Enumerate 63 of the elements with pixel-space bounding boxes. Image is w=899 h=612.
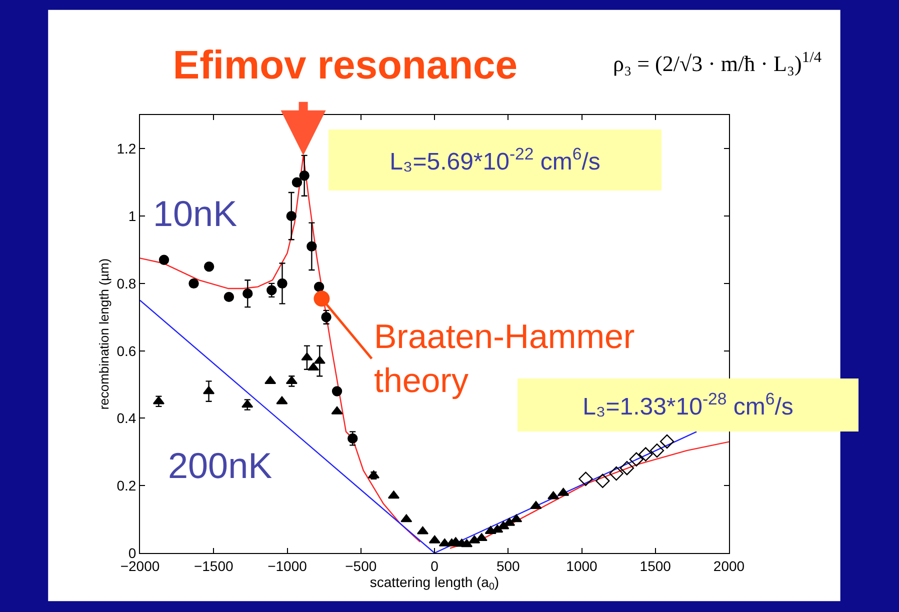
point xyxy=(158,254,170,265)
point xyxy=(530,501,542,510)
point xyxy=(242,400,254,408)
point xyxy=(314,356,326,364)
point xyxy=(308,362,320,371)
point xyxy=(548,491,560,500)
point xyxy=(578,472,593,486)
y-tick-label: 1 xyxy=(128,208,136,224)
point xyxy=(331,406,343,414)
x-tick-label: 500 xyxy=(496,558,520,574)
point xyxy=(468,535,480,544)
point xyxy=(650,443,664,458)
point xyxy=(558,488,570,496)
y-tick-label: 1.2 xyxy=(116,140,136,157)
annotation: 200nK xyxy=(168,445,272,486)
point xyxy=(276,396,288,404)
point xyxy=(368,470,380,478)
point xyxy=(321,312,332,322)
x-tick-label: 2000 xyxy=(713,558,745,574)
point xyxy=(504,518,516,526)
x-tick-label: −1500 xyxy=(194,558,234,574)
point xyxy=(242,288,253,299)
point xyxy=(152,396,164,404)
point xyxy=(301,352,313,360)
annotation: L₃=5.69*10$^{-22}$ cm$^{6}$/s xyxy=(390,144,600,176)
point xyxy=(264,376,276,384)
y-axis-title: recombination length (µm) xyxy=(96,258,112,410)
point xyxy=(306,241,317,252)
point xyxy=(188,278,199,289)
y-tick-label: 0.2 xyxy=(116,478,136,494)
chart-title: Efimov resonance xyxy=(172,43,518,88)
x-tick-label: −500 xyxy=(345,558,377,574)
x-tick-label: 1000 xyxy=(566,558,598,574)
y-tick-label: 0.8 xyxy=(116,275,136,292)
point xyxy=(400,514,412,522)
point xyxy=(609,466,624,481)
point xyxy=(629,452,644,466)
point xyxy=(596,474,610,488)
point xyxy=(660,434,674,449)
point xyxy=(476,533,488,542)
point xyxy=(286,210,296,222)
point xyxy=(224,292,234,302)
point xyxy=(286,376,298,384)
text: ρ₃ = (2/√3 · m/ħ · L₃)$^{1/4}$ xyxy=(613,49,822,76)
x-tick-label: 0 xyxy=(430,558,439,574)
annotation: 10nK xyxy=(153,193,238,234)
x-tick-label: 1500 xyxy=(640,558,672,574)
point xyxy=(266,285,277,296)
point xyxy=(292,177,302,188)
point xyxy=(299,170,310,181)
annotation: L₃=1.33*10$^{-28}$ cm$^{6}$/s xyxy=(582,389,794,421)
y-tick-label: 0.4 xyxy=(116,410,136,426)
point xyxy=(314,282,324,292)
point xyxy=(620,461,634,476)
point xyxy=(204,262,214,272)
point xyxy=(332,386,342,396)
y-tick-label: 0.6 xyxy=(116,342,136,359)
x-axis-title: scattering length (a$_{0}$) xyxy=(370,574,500,593)
x-tick-label: −1000 xyxy=(268,558,308,574)
point xyxy=(428,535,440,544)
point xyxy=(277,278,288,289)
point xyxy=(638,447,653,462)
point xyxy=(510,514,522,522)
